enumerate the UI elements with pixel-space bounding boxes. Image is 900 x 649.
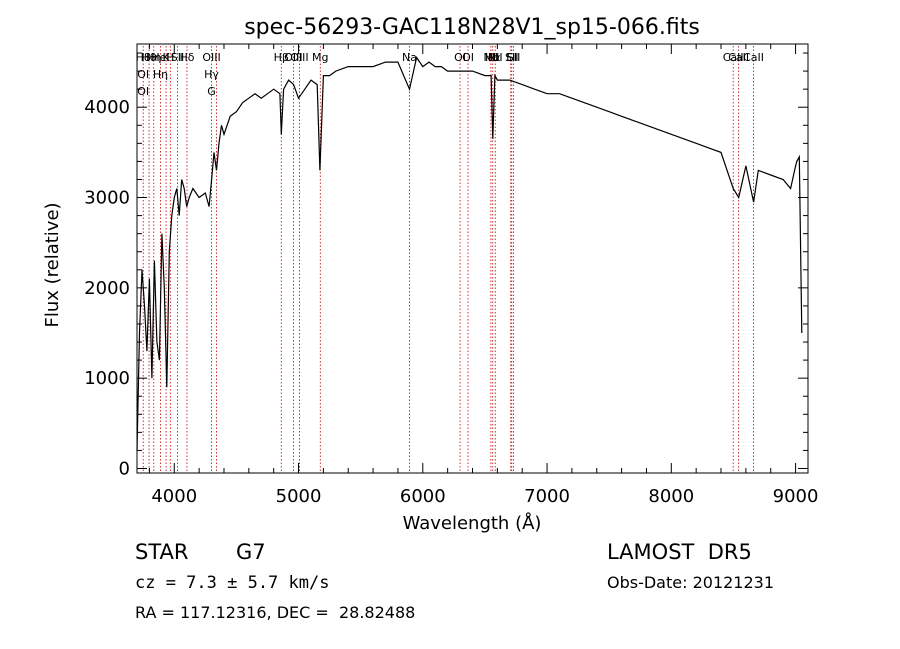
line-marker-label: H [166,51,174,64]
line-marker-label: Mg [312,51,328,64]
line-marker-label: OIII [284,51,302,64]
y-axis-label: Flux (relative) [42,202,63,327]
ra-dec: RA = 117.12316, DEC = 28.82488 [135,603,416,622]
x-tick-label: 6000 [400,486,446,507]
line-marker-label: HeI [151,51,169,64]
x-axis: 4000 5000 6000 7000 8000 9000 [148,44,819,507]
line-marker-label: K [162,51,170,64]
line-marker-label: SII [171,51,184,64]
obs-date: Obs-Date: 20121231 [607,573,775,592]
object-class: STAR [135,540,189,564]
line-marker-label: Hη [153,68,168,81]
x-axis-label: Wavelength (Å) [403,512,542,534]
y-tick-label: 1000 [84,368,130,389]
spectrum-line [136,56,803,451]
line-marker-label: OI [454,51,466,64]
line-marker-label: Hγ [204,68,219,81]
redshift-cz: cz = 7.3 ± 5.7 km/s [135,573,330,593]
line-marker-label: NII [484,51,499,64]
line-marker-label: CaII [743,51,764,64]
y-axis: 0 1000 2000 3000 4000 [84,52,808,479]
x-tick-label: 7000 [524,486,570,507]
survey-name: LAMOST DR5 [607,540,752,564]
line-marker-label: H8 [136,51,151,64]
x-tick-label: 8000 [648,486,694,507]
line-marker-label: Hβ [274,51,289,64]
line-marker-label: OIII [202,51,220,64]
object-subclass: G7 [236,540,266,564]
line-marker-label: CaII [723,51,744,64]
line-marker-label: G [207,85,216,98]
line-marker-label: Na [402,51,417,64]
line-marker-label: NII [488,51,503,64]
y-tick-label: 3000 [84,188,130,209]
line-markers [142,46,754,473]
line-marker-label: Hθ [142,51,157,64]
line-marker-label: SII [507,51,520,64]
y-tick-label: 2000 [84,278,130,299]
x-tick-label: 5000 [276,486,322,507]
line-marker-label: Li [506,51,515,64]
chart-title: spec-56293-GAC118N28V1_sp15-066.fits [244,15,700,40]
x-tick-label: 4000 [151,486,197,507]
plot-frame [136,43,809,474]
line-marker-label: Hδ [179,51,194,64]
line-marker-label: Hη [146,51,161,64]
line-marker-label: OI [137,85,149,98]
line-marker-label: OI [137,68,149,81]
line-marker-label: OIII [290,51,308,64]
y-tick-label: 0 [119,458,130,479]
x-tick-label: 9000 [773,486,819,507]
line-marker-label: OI [462,51,474,64]
line-marker-label: Hα [485,51,501,64]
y-tick-label: 4000 [84,97,130,118]
line-marker-label: SII [505,51,518,64]
line-marker-label: CaII [728,51,749,64]
